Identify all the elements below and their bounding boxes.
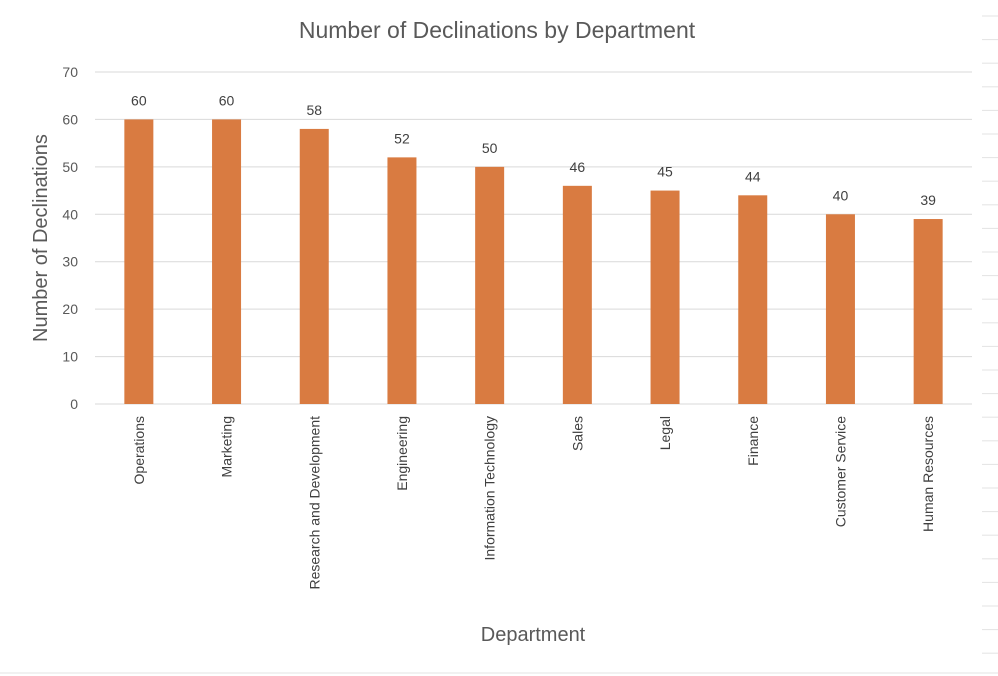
y-tick-label: 10 bbox=[62, 349, 78, 365]
x-tick-label: Legal bbox=[657, 416, 673, 450]
x-tick-label: Sales bbox=[569, 416, 585, 451]
y-axis-title: Number of Declinations bbox=[30, 134, 52, 342]
data-label: 52 bbox=[394, 130, 410, 146]
data-label: 45 bbox=[657, 164, 673, 180]
bar bbox=[562, 185, 592, 404]
data-label: 46 bbox=[570, 159, 586, 175]
x-tick-label: Marketing bbox=[219, 416, 235, 477]
data-label: 50 bbox=[482, 140, 498, 156]
bar bbox=[387, 157, 417, 404]
y-tick-label: 30 bbox=[62, 254, 78, 270]
y-tick-label: 60 bbox=[62, 111, 78, 127]
bar bbox=[124, 119, 154, 404]
y-tick-label: 50 bbox=[62, 159, 78, 175]
data-labels: 60 60 58 52 50 46 45 44 40 39 bbox=[131, 92, 936, 208]
y-tick-label: 70 bbox=[62, 64, 78, 80]
y-tick-label: 0 bbox=[70, 396, 78, 412]
data-label: 40 bbox=[833, 187, 849, 203]
spreadsheet-gridlines bbox=[0, 15, 998, 674]
x-tick-label: Research and Development bbox=[306, 416, 322, 590]
y-tick-labels: 0 10 20 30 40 50 60 70 bbox=[62, 64, 78, 412]
x-tick-label: Customer Service bbox=[832, 416, 848, 527]
y-gridlines bbox=[95, 71, 972, 405]
bar bbox=[299, 128, 329, 404]
data-label: 44 bbox=[745, 168, 761, 184]
bar bbox=[738, 195, 768, 404]
x-tick-labels: Operations Marketing Research and Developm… bbox=[131, 416, 936, 590]
data-label: 60 bbox=[131, 92, 147, 108]
chart-title: Number of Declinations by Department bbox=[299, 17, 696, 43]
bar-series bbox=[124, 119, 943, 404]
bar bbox=[650, 190, 680, 404]
y-tick-label: 20 bbox=[62, 301, 78, 317]
bar bbox=[825, 214, 855, 404]
x-axis-title: Department bbox=[481, 624, 586, 646]
y-tick-label: 40 bbox=[62, 206, 78, 222]
bar bbox=[212, 119, 242, 404]
bar bbox=[913, 219, 943, 404]
x-tick-label: Engineering bbox=[394, 416, 410, 491]
x-tick-label: Operations bbox=[131, 416, 147, 484]
x-tick-label: Finance bbox=[745, 416, 761, 466]
data-label: 39 bbox=[920, 192, 936, 208]
data-label: 58 bbox=[306, 102, 322, 118]
data-label: 60 bbox=[219, 92, 235, 108]
x-tick-label: Information Technology bbox=[482, 416, 498, 561]
bar bbox=[475, 166, 505, 404]
x-tick-label: Human Resources bbox=[920, 416, 936, 532]
